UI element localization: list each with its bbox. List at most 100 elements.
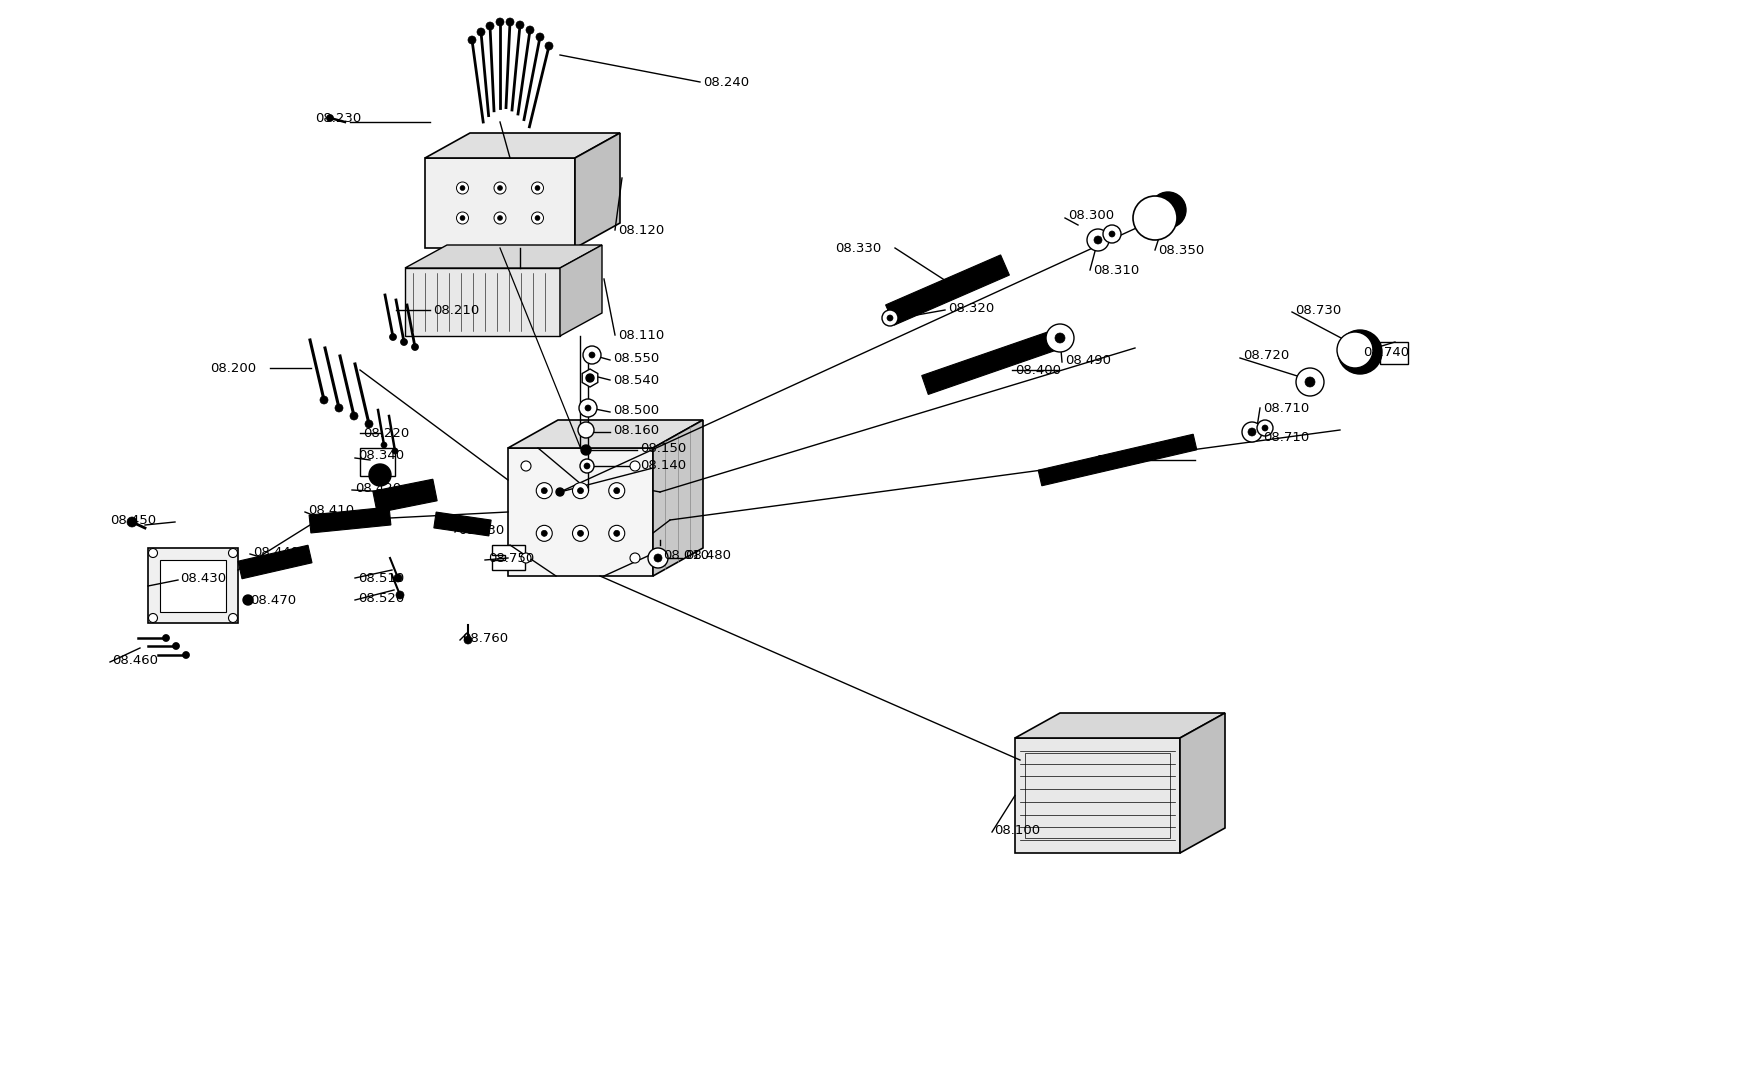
Circle shape: [365, 421, 372, 428]
Circle shape: [536, 33, 544, 41]
Circle shape: [183, 652, 190, 658]
Text: 08.500: 08.500: [612, 403, 659, 416]
Circle shape: [579, 459, 593, 473]
Polygon shape: [560, 245, 602, 336]
Circle shape: [400, 338, 407, 346]
Circle shape: [336, 404, 343, 412]
Text: 08.540: 08.540: [612, 373, 659, 386]
Text: 08.210: 08.210: [433, 304, 478, 317]
Text: 08.120: 08.120: [617, 224, 664, 236]
Text: 08.490: 08.490: [1064, 353, 1111, 367]
Circle shape: [1103, 225, 1120, 243]
Polygon shape: [1038, 434, 1196, 486]
Text: 08.480: 08.480: [685, 549, 730, 562]
Circle shape: [1296, 368, 1323, 396]
Text: 08.700: 08.700: [1094, 454, 1141, 467]
Circle shape: [1149, 192, 1186, 228]
Polygon shape: [310, 507, 391, 533]
Circle shape: [1304, 377, 1315, 387]
Circle shape: [1045, 324, 1073, 352]
Text: 08.750: 08.750: [487, 551, 534, 565]
Circle shape: [577, 488, 583, 493]
Circle shape: [525, 26, 534, 34]
Circle shape: [506, 18, 513, 26]
Circle shape: [541, 531, 548, 536]
Text: 08.760: 08.760: [463, 631, 508, 644]
Polygon shape: [405, 268, 560, 336]
Bar: [1024, 753, 1169, 838]
Text: 08.470: 08.470: [250, 594, 296, 607]
Circle shape: [887, 315, 892, 321]
Text: 08.340: 08.340: [358, 448, 403, 461]
Polygon shape: [508, 421, 703, 448]
Polygon shape: [238, 546, 311, 579]
Circle shape: [1108, 231, 1115, 236]
Circle shape: [586, 374, 593, 382]
Circle shape: [228, 613, 237, 623]
Circle shape: [468, 36, 476, 44]
Text: 08.110: 08.110: [617, 328, 664, 341]
Circle shape: [410, 343, 419, 351]
Polygon shape: [583, 369, 598, 387]
Circle shape: [1261, 425, 1268, 431]
Circle shape: [1087, 229, 1108, 251]
Text: 08.350: 08.350: [1158, 244, 1203, 257]
Text: 08.430: 08.430: [179, 571, 226, 584]
Circle shape: [534, 215, 539, 220]
Circle shape: [459, 185, 464, 190]
Text: 08.100: 08.100: [993, 824, 1040, 837]
Circle shape: [534, 185, 539, 190]
Circle shape: [577, 531, 583, 536]
Circle shape: [530, 212, 543, 224]
Circle shape: [1337, 330, 1381, 374]
Circle shape: [1247, 428, 1256, 435]
Text: 08.440: 08.440: [252, 546, 299, 559]
Circle shape: [572, 483, 588, 499]
Circle shape: [476, 28, 485, 36]
Circle shape: [494, 182, 506, 194]
Circle shape: [228, 549, 237, 557]
Text: 08.300: 08.300: [1068, 209, 1113, 221]
Circle shape: [584, 463, 590, 469]
Text: 08.410: 08.410: [308, 504, 355, 517]
Text: 08.230: 08.230: [315, 111, 362, 124]
Circle shape: [572, 525, 588, 541]
Circle shape: [536, 525, 551, 541]
Circle shape: [516, 21, 523, 29]
Text: 08.200: 08.200: [210, 362, 256, 374]
Text: 08.160: 08.160: [612, 424, 659, 437]
Circle shape: [1132, 196, 1176, 240]
Circle shape: [544, 42, 553, 50]
Text: 08.710: 08.710: [1263, 401, 1308, 414]
Text: 08.420: 08.420: [355, 482, 402, 494]
Text: 08.400: 08.400: [1014, 364, 1061, 377]
Text: 08.320: 08.320: [948, 302, 993, 315]
Circle shape: [584, 406, 591, 411]
Text: 08.510: 08.510: [358, 571, 403, 584]
Circle shape: [320, 396, 329, 404]
Circle shape: [1336, 332, 1372, 368]
Circle shape: [536, 483, 551, 499]
Text: 08.010: 08.010: [663, 549, 710, 562]
Circle shape: [172, 642, 179, 649]
Circle shape: [520, 461, 530, 471]
Polygon shape: [424, 133, 619, 158]
Circle shape: [581, 445, 591, 455]
Polygon shape: [1179, 713, 1224, 853]
Circle shape: [577, 422, 593, 438]
Text: 08.460: 08.460: [111, 654, 158, 667]
Polygon shape: [1014, 738, 1179, 853]
Polygon shape: [492, 545, 525, 570]
Polygon shape: [652, 421, 703, 576]
Circle shape: [497, 185, 503, 190]
Circle shape: [556, 488, 563, 496]
Text: 08.450: 08.450: [110, 514, 157, 526]
Circle shape: [1242, 422, 1261, 442]
Circle shape: [530, 182, 543, 194]
Circle shape: [496, 18, 504, 26]
Polygon shape: [372, 479, 436, 513]
Polygon shape: [405, 245, 602, 268]
Polygon shape: [1014, 713, 1224, 738]
Circle shape: [390, 334, 396, 340]
Circle shape: [1054, 333, 1064, 343]
